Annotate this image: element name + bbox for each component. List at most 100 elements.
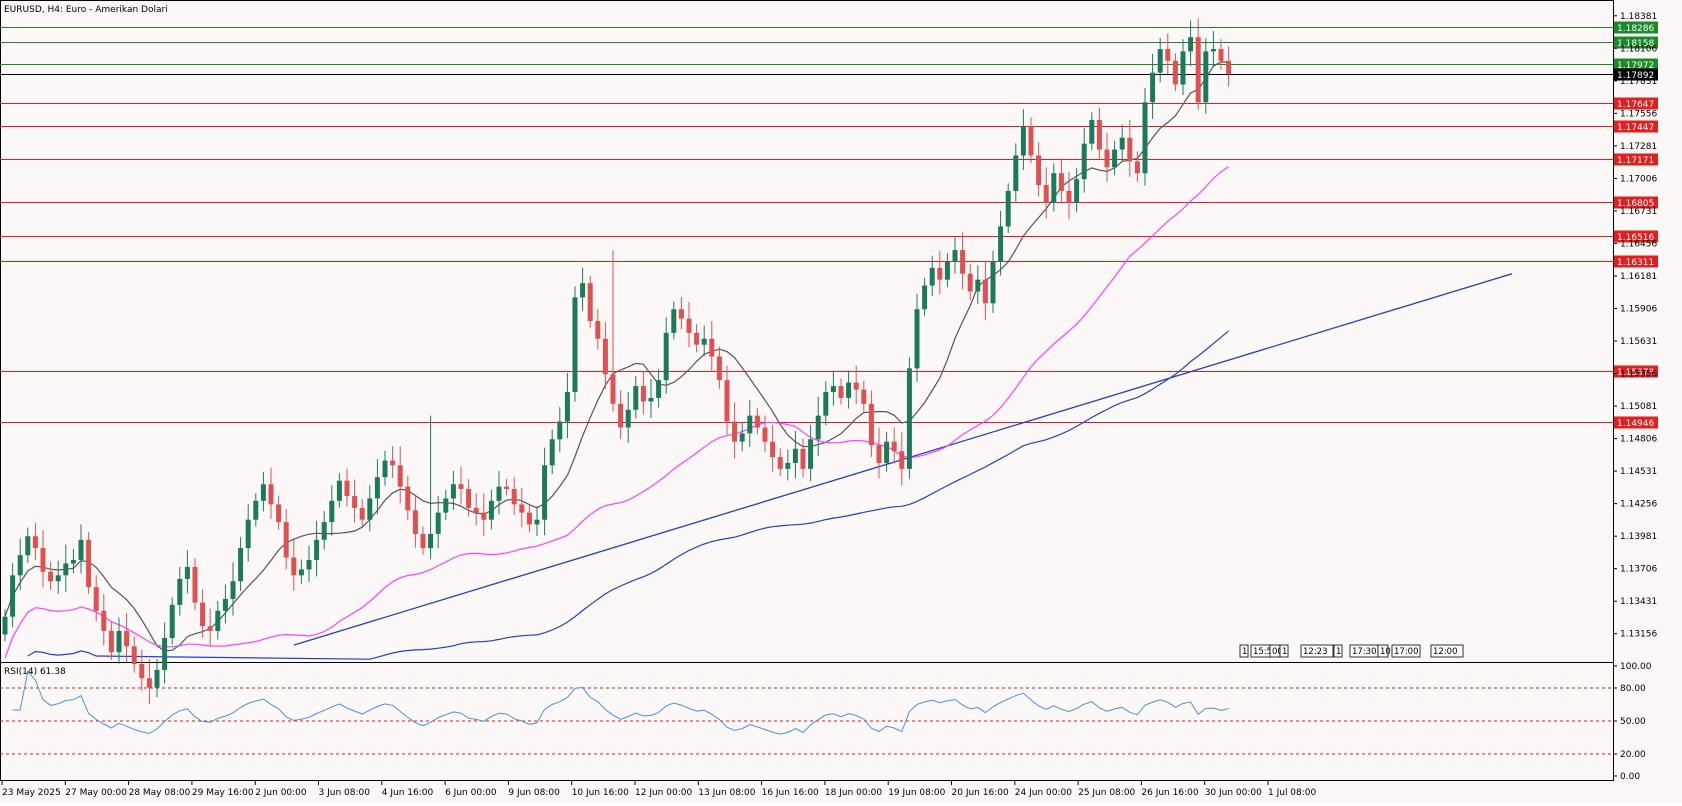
candle-body [177, 578, 183, 605]
candle-body [1051, 173, 1057, 203]
candle-body [1036, 155, 1042, 186]
candle-body [656, 380, 662, 398]
candle-body [982, 279, 988, 304]
candle-body [291, 557, 297, 576]
time-tag-label: 1 [1336, 647, 1341, 657]
candle-body [25, 536, 31, 556]
level-tag-bg [1614, 36, 1658, 49]
time-tag-label: 17:00 [1394, 647, 1419, 657]
candle-body [785, 462, 791, 469]
time-tag[interactable] [1377, 644, 1389, 658]
candle-body [2, 616, 8, 635]
time-tag[interactable] [1333, 644, 1343, 658]
rsi-y-tick-label: 80.00 [1620, 684, 1646, 694]
candle-body [1180, 51, 1186, 85]
candle-body [458, 484, 464, 489]
time-tag[interactable] [1391, 644, 1421, 658]
y-tick-label: 1.18106 [1620, 44, 1657, 54]
y-tick-label: 1.13981 [1620, 532, 1657, 542]
candle-body [374, 477, 380, 499]
time-tag[interactable] [1300, 644, 1334, 658]
candle-body [526, 512, 532, 525]
level-tag-bg [1614, 120, 1658, 133]
candle-body [200, 602, 206, 627]
candle-body [899, 451, 905, 469]
level-tag-1.17171: 1.17171 [1617, 156, 1654, 166]
candle-body [884, 441, 890, 463]
x-tick-label: 12 Jun 00:00 [635, 788, 692, 798]
candle-body [1066, 190, 1072, 203]
candle-body [557, 421, 563, 440]
x-tick-label: 6 Jun 00:00 [445, 788, 497, 798]
candle-body [306, 559, 312, 570]
candle-body [678, 309, 684, 319]
candle-body [602, 338, 608, 375]
level-tag-1.16516: 1.16516 [1617, 233, 1654, 243]
y-tick-label: 1.17281 [1620, 142, 1657, 152]
x-tick-label: 4 Jun 16:00 [382, 788, 434, 798]
candle-body [390, 460, 396, 466]
time-tag-label: 15:56 [1253, 647, 1278, 657]
time-tag[interactable] [1279, 644, 1289, 658]
candle-body [709, 338, 715, 357]
y-tick-label: 1.15906 [1620, 305, 1657, 315]
y-tick-label: 1.16731 [1620, 207, 1657, 217]
level-tag-bg [1614, 58, 1658, 71]
x-tick-label: 30 Jun 00:00 [1205, 788, 1262, 798]
rsi-y-tick-label: 20.00 [1620, 750, 1646, 760]
candle-body [739, 433, 745, 442]
y-tick-label: 1.13431 [1620, 597, 1657, 607]
level-tag-1.16805: 1.16805 [1617, 199, 1654, 209]
time-tag[interactable] [1239, 644, 1249, 658]
candle-body [1127, 137, 1133, 162]
candle-body [1188, 37, 1194, 52]
candle-body [78, 539, 84, 560]
y-tick-label: 1.13156 [1620, 630, 1657, 640]
candle-body [1081, 143, 1087, 180]
candle-body [101, 610, 107, 631]
candle-body [671, 309, 677, 333]
time-tag-label: 12:00 [1433, 647, 1458, 657]
candle-body [663, 332, 669, 381]
level-tag-1.18158: 1.18158 [1617, 39, 1654, 49]
candle-body [116, 630, 122, 653]
candle-body [222, 598, 228, 611]
candle-body [131, 646, 137, 665]
x-tick-label: 13 Jun 08:00 [698, 788, 755, 798]
candle-body [633, 386, 639, 410]
x-tick-label: 28 May 08:00 [129, 788, 191, 798]
candle-body [808, 439, 814, 469]
level-tag-1.14946: 1.14946 [1617, 419, 1654, 429]
candle-body [922, 285, 928, 310]
candle-body [838, 386, 844, 398]
level-tag-1.17892: 1.17892 [1617, 71, 1654, 81]
candle-body [990, 261, 996, 304]
candle-body [162, 637, 168, 670]
candle-body [466, 488, 472, 508]
candle-body [1043, 185, 1049, 203]
x-tick-label: 18 Jun 00:00 [825, 788, 882, 798]
candle-body [701, 338, 707, 345]
candle-body [1157, 49, 1163, 73]
candle-body [724, 380, 730, 422]
candle-body [1142, 102, 1148, 174]
candle-body [686, 318, 692, 333]
candle-body [70, 559, 76, 564]
candle-body [610, 374, 616, 404]
candle-body [519, 504, 525, 513]
candle-body [830, 386, 836, 392]
candle-body [1005, 190, 1011, 227]
time-tag[interactable] [1430, 644, 1464, 658]
candle-body [314, 539, 320, 560]
rsi-line [12, 670, 1229, 735]
candle-body [450, 484, 456, 499]
candle-body [716, 356, 722, 381]
candle-body [534, 519, 540, 525]
x-tick-label: 27 May 00:00 [65, 788, 127, 798]
candle-body [238, 548, 244, 582]
candle-body [960, 250, 966, 274]
x-tick-label: 1 Jul 08:00 [1268, 788, 1317, 798]
x-tick-label: 25 Jun 08:00 [1078, 788, 1135, 798]
